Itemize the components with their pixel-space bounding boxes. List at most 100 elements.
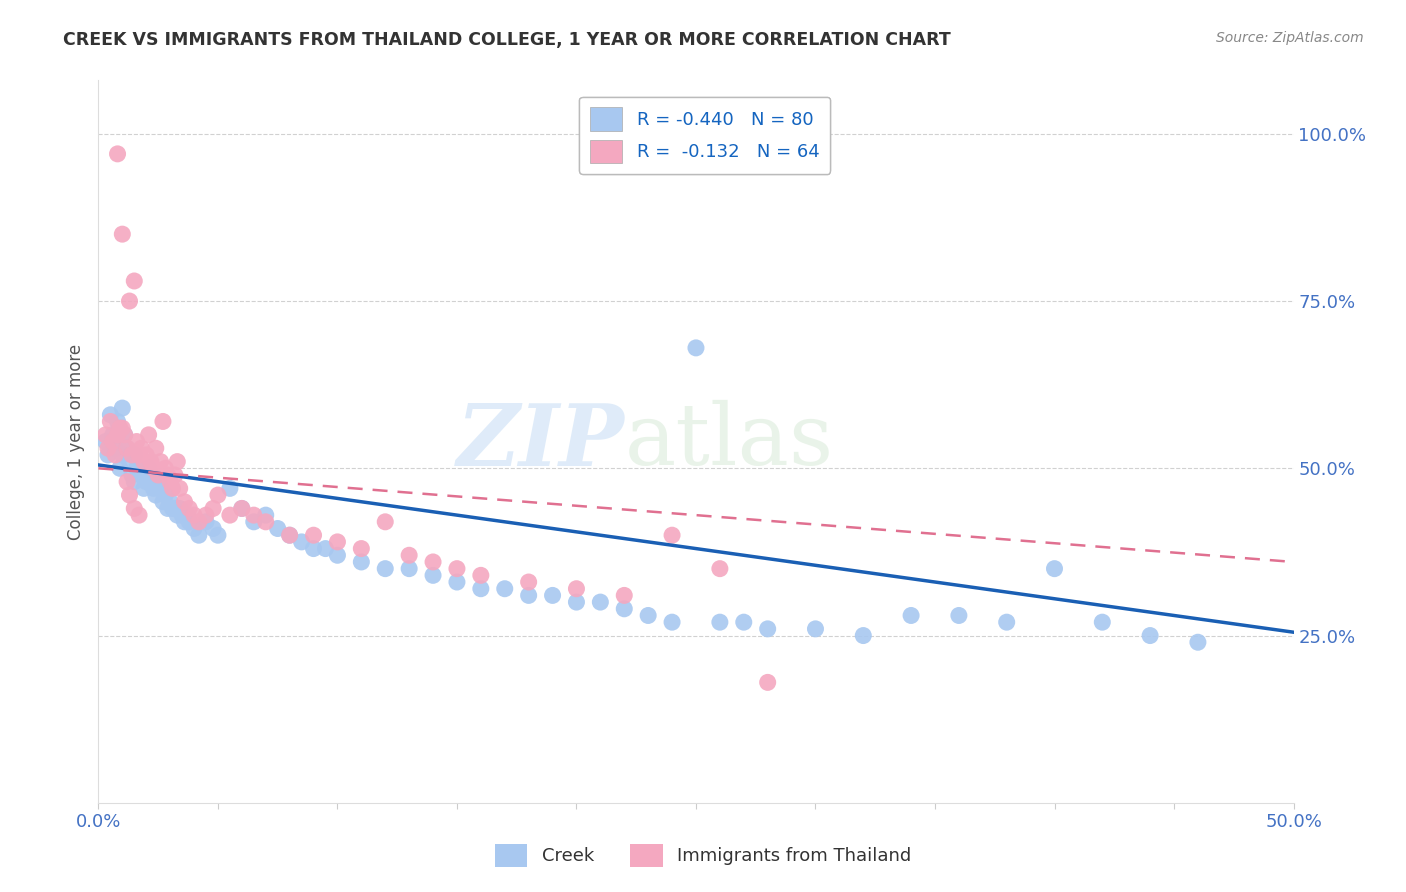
Point bbox=[1187, 635, 1209, 649]
Point bbox=[446, 575, 468, 590]
Point bbox=[124, 501, 146, 516]
Point bbox=[195, 508, 218, 523]
Point bbox=[131, 467, 153, 482]
Point bbox=[470, 568, 492, 582]
Point bbox=[685, 341, 707, 355]
Point bbox=[108, 421, 131, 435]
Point bbox=[315, 541, 337, 556]
Point bbox=[422, 568, 444, 582]
Point bbox=[637, 608, 659, 623]
Text: Source: ZipAtlas.com: Source: ZipAtlas.com bbox=[1216, 31, 1364, 45]
Point bbox=[446, 562, 468, 576]
Point bbox=[142, 482, 165, 496]
Point bbox=[517, 575, 540, 590]
Point bbox=[207, 488, 229, 502]
Point bbox=[173, 494, 195, 508]
Point bbox=[187, 528, 209, 542]
Point bbox=[278, 528, 301, 542]
Point bbox=[98, 414, 122, 429]
Point bbox=[139, 455, 162, 469]
Point bbox=[124, 274, 146, 288]
Point bbox=[139, 467, 162, 482]
Point bbox=[661, 528, 683, 542]
Point bbox=[101, 427, 124, 442]
Point bbox=[517, 589, 540, 603]
Point bbox=[756, 675, 779, 690]
Point bbox=[107, 414, 129, 429]
Point bbox=[350, 541, 373, 556]
Point bbox=[172, 508, 194, 523]
Point bbox=[114, 427, 136, 442]
Point bbox=[202, 521, 225, 535]
Point bbox=[111, 421, 134, 435]
Point bbox=[398, 562, 420, 576]
Point bbox=[149, 455, 172, 469]
Point bbox=[125, 434, 148, 449]
Point bbox=[661, 615, 683, 630]
Point bbox=[107, 147, 129, 161]
Point bbox=[1043, 562, 1066, 576]
Point bbox=[128, 461, 150, 475]
Point bbox=[121, 448, 143, 462]
Point bbox=[1139, 628, 1161, 642]
Point bbox=[163, 467, 186, 482]
Point bbox=[111, 401, 134, 416]
Point bbox=[756, 622, 779, 636]
Point bbox=[94, 427, 117, 442]
Point bbox=[142, 461, 165, 475]
Point bbox=[108, 461, 131, 475]
Point bbox=[97, 448, 120, 462]
Point bbox=[173, 515, 195, 529]
Point bbox=[169, 501, 191, 516]
Point bbox=[162, 501, 184, 516]
Point bbox=[121, 467, 143, 482]
Point bbox=[101, 434, 124, 449]
Point bbox=[118, 294, 141, 309]
Point bbox=[709, 562, 731, 576]
Point bbox=[118, 488, 141, 502]
Legend: Creek, Immigrants from Thailand: Creek, Immigrants from Thailand bbox=[488, 837, 918, 874]
Point bbox=[135, 475, 157, 489]
Point bbox=[132, 455, 155, 469]
Point bbox=[148, 475, 170, 489]
Point bbox=[207, 528, 229, 542]
Point bbox=[219, 508, 242, 523]
Point bbox=[138, 427, 160, 442]
Point bbox=[1091, 615, 1114, 630]
Point bbox=[179, 501, 201, 516]
Text: atlas: atlas bbox=[624, 400, 834, 483]
Point bbox=[118, 455, 141, 469]
Point bbox=[125, 461, 148, 475]
Point bbox=[145, 488, 167, 502]
Point bbox=[97, 442, 120, 455]
Point bbox=[565, 595, 588, 609]
Point bbox=[709, 615, 731, 630]
Point bbox=[155, 461, 177, 475]
Point bbox=[494, 582, 516, 596]
Point bbox=[169, 482, 191, 496]
Point bbox=[104, 448, 127, 462]
Point bbox=[267, 521, 290, 535]
Point bbox=[155, 488, 177, 502]
Point bbox=[804, 622, 827, 636]
Point bbox=[94, 434, 117, 449]
Point bbox=[131, 442, 153, 455]
Y-axis label: College, 1 year or more: College, 1 year or more bbox=[66, 343, 84, 540]
Point bbox=[900, 608, 922, 623]
Point bbox=[152, 494, 174, 508]
Point bbox=[278, 528, 301, 542]
Point bbox=[302, 528, 325, 542]
Point bbox=[163, 501, 186, 516]
Point bbox=[114, 427, 136, 442]
Point bbox=[565, 582, 588, 596]
Point bbox=[152, 414, 174, 429]
Legend: R = -0.440   N = 80, R =  -0.132   N = 64: R = -0.440 N = 80, R = -0.132 N = 64 bbox=[579, 96, 831, 174]
Point bbox=[115, 442, 138, 455]
Point bbox=[202, 501, 225, 516]
Point bbox=[231, 501, 253, 516]
Point bbox=[104, 442, 127, 455]
Point bbox=[589, 595, 612, 609]
Point bbox=[243, 515, 266, 529]
Point bbox=[254, 515, 277, 529]
Point bbox=[398, 548, 420, 563]
